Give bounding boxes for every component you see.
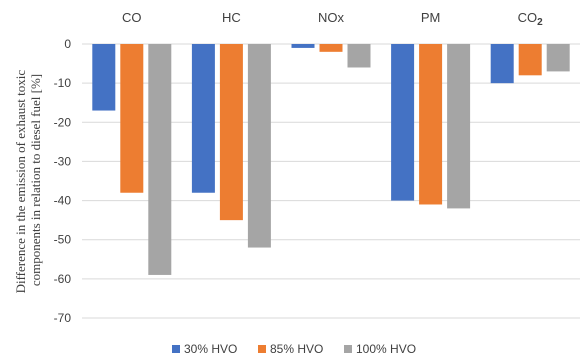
category-label: HC — [222, 10, 241, 25]
y-axis-ticks: 0 -10 -20 -30 -40 -50 -60 -70 — [54, 37, 72, 325]
bar — [247, 44, 271, 248]
bar — [191, 44, 215, 193]
category-label-subscript: 2 — [537, 17, 543, 28]
y-tick-label: -40 — [54, 194, 72, 208]
category-labels: CO HC NOx PM CO2 — [122, 10, 543, 28]
y-tick-label: -20 — [54, 115, 72, 129]
category-label-text: CO — [122, 10, 142, 25]
bar — [518, 44, 542, 76]
y-tick-label: -60 — [54, 272, 72, 286]
legend-swatch — [344, 345, 352, 353]
category-label-text: HC — [222, 10, 241, 25]
bar — [490, 44, 514, 84]
y-tick-label: -70 — [54, 311, 72, 325]
bar — [120, 44, 144, 193]
legend-label: 100% HVO — [356, 342, 416, 356]
bar — [419, 44, 443, 205]
bar — [391, 44, 415, 201]
y-tick-label: -10 — [54, 76, 72, 90]
legend-swatch — [258, 345, 266, 353]
bar — [546, 44, 570, 72]
bar — [319, 44, 343, 52]
legend-swatch — [172, 345, 180, 353]
bar — [291, 44, 315, 48]
y-axis-label: Difference in the emission of exhaust to… — [13, 67, 43, 294]
legend: 30% HVO 85% HVO 100% HVO — [172, 342, 416, 356]
bar — [447, 44, 471, 209]
legend-label: 30% HVO — [184, 342, 237, 356]
bar — [347, 44, 371, 68]
category-label: CO2 — [518, 10, 544, 28]
category-label: PM — [421, 10, 441, 25]
y-axis-label-line: components in relation to diesel fuel [%… — [28, 74, 43, 286]
legend-label: 85% HVO — [270, 342, 323, 356]
y-tick-label: 0 — [64, 37, 71, 51]
category-label-text: PM — [421, 10, 441, 25]
category-label: NOx — [318, 10, 345, 25]
bar — [148, 44, 172, 275]
bars — [92, 44, 570, 275]
bar — [219, 44, 243, 221]
category-label: CO — [122, 10, 142, 25]
y-tick-label: -50 — [54, 233, 72, 247]
bar — [92, 44, 116, 111]
category-label-text: NOx — [318, 10, 345, 25]
y-tick-label: -30 — [54, 154, 72, 168]
y-axis-label-line: Difference in the emission of exhaust to… — [13, 70, 28, 294]
category-label-text: CO — [518, 10, 538, 25]
